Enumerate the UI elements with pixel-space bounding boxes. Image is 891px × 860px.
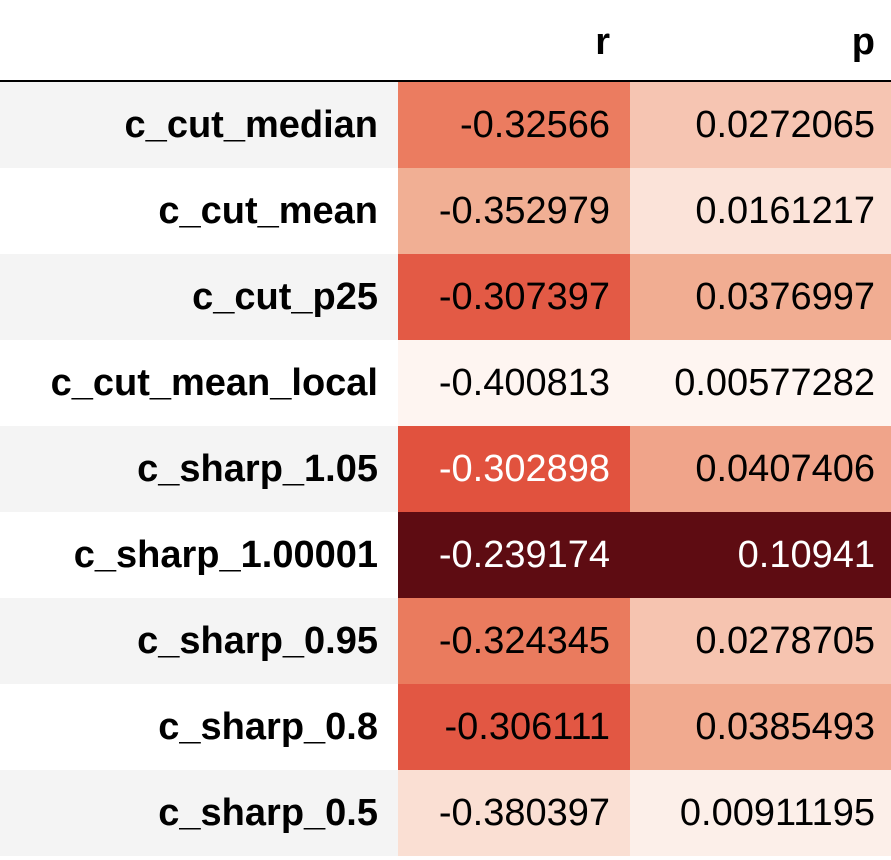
cell-r: -0.400813: [398, 340, 630, 426]
row-label: c_sharp_1.05: [137, 448, 378, 490]
row-label: c_cut_mean_local: [50, 362, 378, 404]
cell-r: -0.352979: [398, 168, 630, 254]
cell-r: -0.380397: [398, 770, 630, 856]
table-row: c_sharp_0.5 -0.380397 0.00911195: [0, 770, 891, 856]
cell-p: 0.10941: [630, 512, 891, 598]
table-row: c_cut_p25 -0.307397 0.0376997: [0, 254, 891, 340]
table-header: r p: [0, 0, 891, 80]
table-row: c_cut_median -0.32566 0.0272065: [0, 82, 891, 168]
row-label: c_cut_median: [124, 104, 378, 146]
cell-p: 0.0272065: [630, 82, 891, 168]
cell-p: 0.0376997: [630, 254, 891, 340]
cell-r: -0.32566: [398, 82, 630, 168]
row-label: c_cut_p25: [192, 276, 378, 318]
cell-p: 0.0278705: [630, 598, 891, 684]
table-row: c_cut_mean -0.352979 0.0161217: [0, 168, 891, 254]
cell-p: 0.0161217: [630, 168, 891, 254]
row-label: c_sharp_0.95: [137, 620, 378, 662]
table-row: c_sharp_0.95 -0.324345 0.0278705: [0, 598, 891, 684]
cell-r: -0.306111: [398, 684, 630, 770]
cell-r: -0.239174: [398, 512, 630, 598]
cell-r: -0.307397: [398, 254, 630, 340]
table-row: c_sharp_1.05 -0.302898 0.0407406: [0, 426, 891, 512]
column-header-p: p: [851, 21, 875, 63]
cell-r: -0.324345: [398, 598, 630, 684]
cell-p: 0.0385493: [630, 684, 891, 770]
cell-p: 0.00911195: [630, 770, 891, 856]
row-label: c_cut_mean: [158, 190, 378, 232]
cell-p: 0.00577282: [630, 340, 891, 426]
row-label: c_sharp_0.5: [158, 792, 378, 834]
header-divider: [0, 80, 891, 82]
cell-p: 0.0407406: [630, 426, 891, 512]
row-label: c_sharp_1.00001: [73, 534, 378, 576]
table-row: c_cut_mean_local -0.400813 0.00577282: [0, 340, 891, 426]
column-header-r: r: [595, 21, 610, 63]
table-row: c_sharp_0.8 -0.306111 0.0385493: [0, 684, 891, 770]
table-row: c_sharp_1.00001 -0.239174 0.10941: [0, 512, 891, 598]
cell-r: -0.302898: [398, 426, 630, 512]
row-label: c_sharp_0.8: [158, 706, 378, 748]
